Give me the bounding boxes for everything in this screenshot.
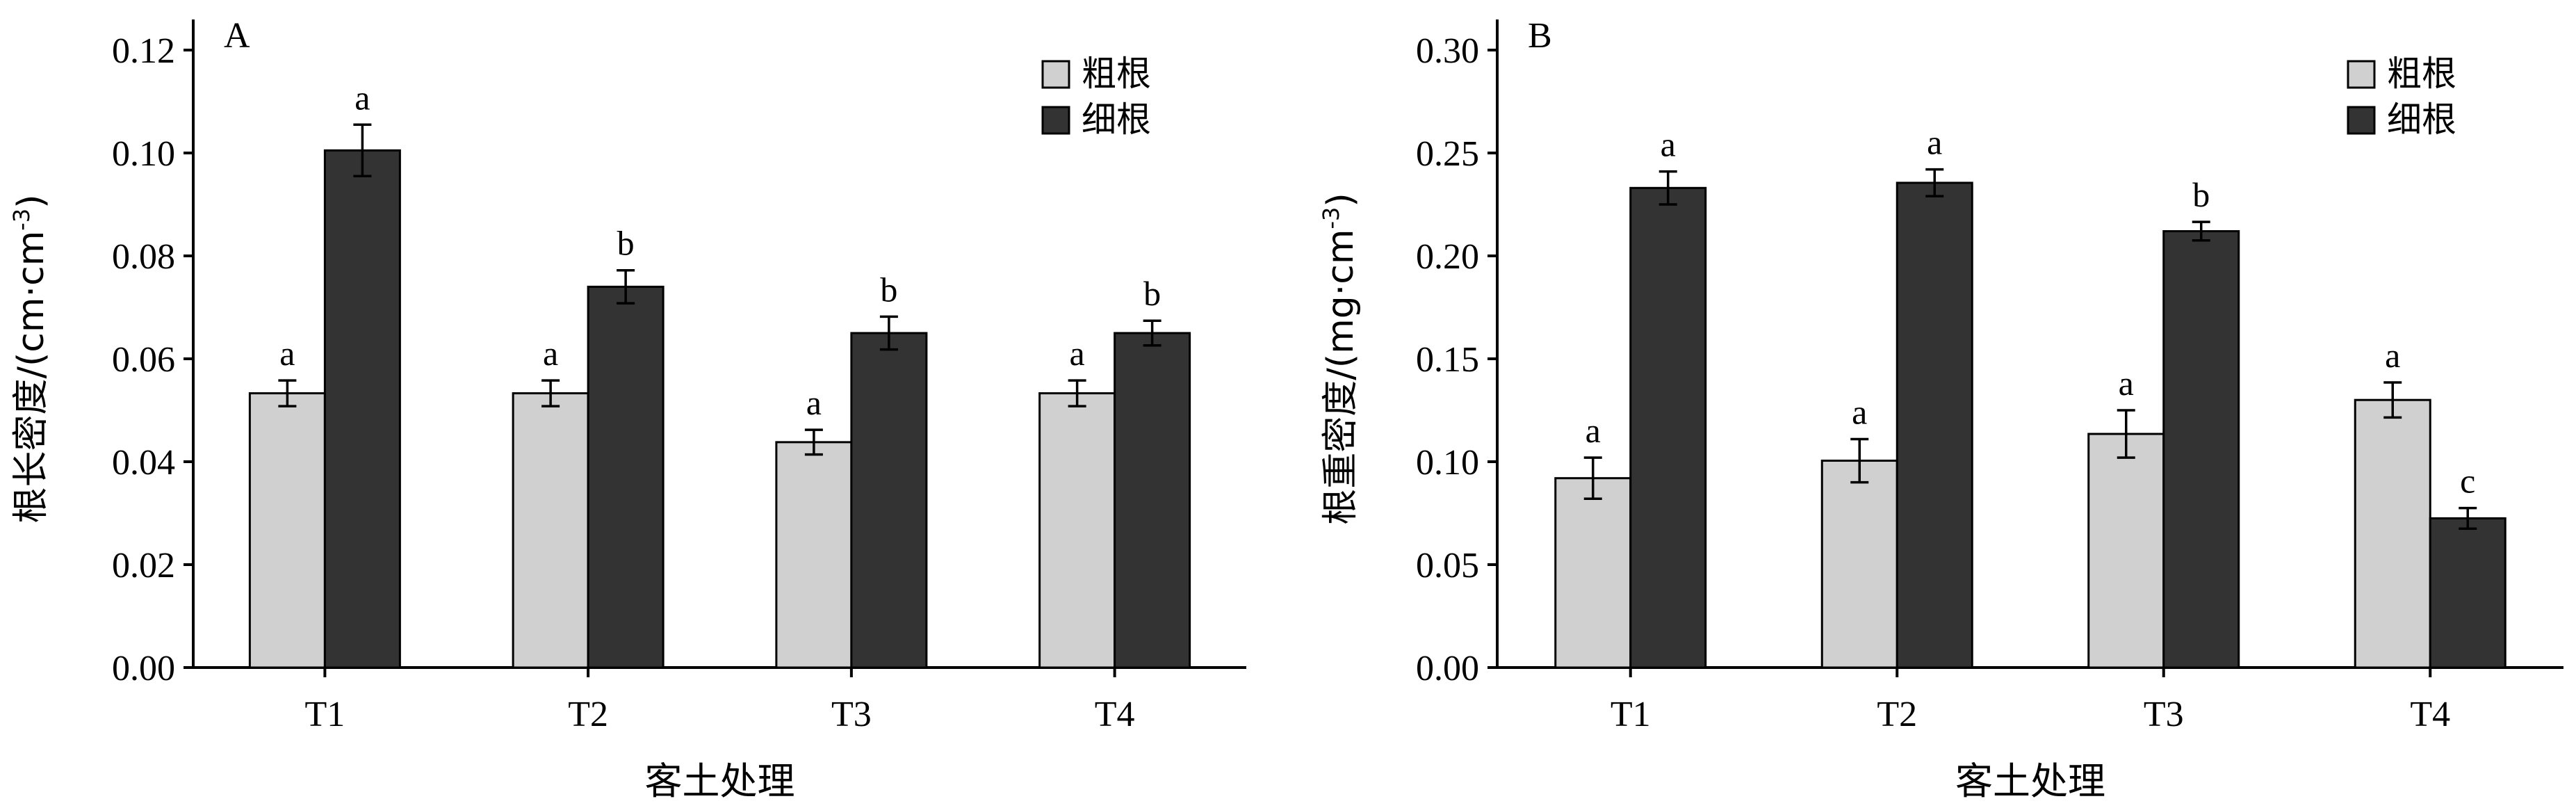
legend-label-coarse: 粗根 [2387,54,2456,94]
x-tick-label: T3 [2144,695,2184,734]
panel-label: B [1528,16,1552,56]
significance-letter: a [354,78,370,117]
y-tick-label: 0.20 [1416,237,1479,277]
x-tick-label: T4 [2410,695,2450,734]
y-axis-title-text: 根重密度/(mg·cm [1320,229,1362,524]
y-tick-label: 0.10 [112,134,175,174]
significance-letter: a [1585,411,1601,450]
bar-coarse-root [1038,392,1116,669]
panel-a: 0.00 0.02 0.04 0.06 0.08 0.10 0.12 T1 a a T2 a b T3 a b… [8,16,1246,803]
x-tick-label: T1 [304,695,345,734]
y-axis-title: 根重密度/(mg·cm-3) [1318,193,1362,524]
y-tick-label: 0.00 [112,649,175,688]
bar-coarse-root [2087,433,2165,669]
y-tick-label: 0.25 [1416,134,1479,174]
y-axis-title-superscript: -3 [8,209,35,231]
legend-swatch-fine [1041,106,1070,135]
y-axis-title-text: 根长密度/(cm·cm [10,231,52,524]
legend-swatch-coarse [1041,60,1070,89]
bar-fine-root [2162,229,2240,669]
bar-coarse-root [2354,398,2431,669]
bar-fine-root [1896,181,1973,669]
significance-letter: a [2385,336,2400,375]
legend-swatch-fine [2347,106,2376,135]
y-axis-title: 根长密度/(cm·cm-3) [8,194,52,523]
bar-coarse-root [1554,477,1632,669]
y-axis-title-end: ) [1320,193,1362,207]
bar-coarse-root [512,392,589,669]
bar-fine-root [323,149,401,669]
legend-label-fine: 细根 [2387,99,2456,140]
significance-letter: a [1927,123,1942,162]
y-tick-label: 0.02 [112,546,175,585]
x-tick-label: T3 [831,695,872,734]
bar-fine-root [587,285,665,669]
bar-coarse-root [775,441,853,669]
y-tick-label: 0.10 [1416,443,1479,483]
x-tick-label: T4 [1095,695,1135,734]
significance-letter: a [279,334,295,373]
bar-coarse-root [1820,460,1898,669]
y-tick-label: 0.08 [112,237,175,277]
y-axis-title-end: ) [10,194,52,208]
significance-letter: b [880,270,897,309]
y-axis-title-superscript: -3 [1318,207,1344,229]
panel-b: 0.00 0.05 0.10 0.15 0.20 0.25 0.30 T1 a a T2 a a T3 a b… [1318,16,2563,803]
legend-label-coarse: 粗根 [1082,54,1151,94]
significance-letter: a [1070,334,1085,373]
x-tick-label: T2 [1877,695,1917,734]
y-tick-label: 0.00 [1416,649,1479,688]
significance-letter: a [1661,125,1676,164]
panel-label: A [224,16,250,56]
significance-letter: b [1143,274,1161,313]
significance-letter: a [543,334,558,373]
bar-fine-root [2429,517,2506,669]
significance-letter: b [617,224,635,263]
y-tick-label: 0.12 [112,31,175,71]
x-axis-title: 客土处理 [1955,759,2105,803]
x-tick-label: T2 [568,695,608,734]
legend-swatch-coarse [2347,60,2376,89]
y-tick-label: 0.05 [1416,546,1479,585]
y-tick-label: 0.04 [112,443,175,483]
x-axis-title: 客土处理 [645,759,795,803]
bar-fine-root [1629,186,1707,669]
significance-letter: a [806,383,822,422]
x-tick-label: T1 [1611,695,1651,734]
y-tick-label: 0.15 [1416,340,1479,380]
bar-coarse-root [248,392,326,669]
bar-fine-root [1114,332,1191,669]
significance-letter: c [2460,462,2475,501]
legend-label-fine: 细根 [1082,99,1151,140]
y-tick-label: 0.06 [112,340,175,380]
bar-fine-root [850,332,928,669]
significance-letter: a [2119,364,2134,403]
y-tick-label: 0.30 [1416,31,1479,71]
significance-letter: b [2192,175,2210,214]
significance-letter: a [1852,392,1867,431]
